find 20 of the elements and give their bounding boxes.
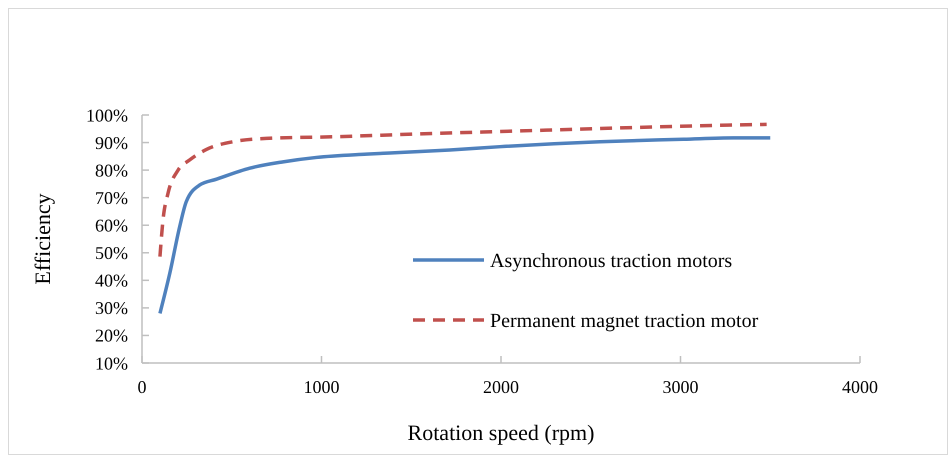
line-series bbox=[158, 136, 772, 316]
y-tick-label: 10% bbox=[95, 353, 128, 374]
x-axis-title: Rotation speed (rpm) bbox=[408, 420, 594, 445]
legend-label: Asynchronous traction motors bbox=[490, 250, 732, 272]
y-tick-label: 100% bbox=[86, 105, 128, 126]
x-tick-label: 1000 bbox=[304, 377, 340, 397]
y-tick-label: 20% bbox=[95, 326, 128, 346]
x-tick-label: 3000 bbox=[662, 377, 698, 397]
y-tick-label: 50% bbox=[95, 243, 128, 264]
legend-label: Permanent magnet traction motor bbox=[490, 310, 759, 332]
x-tick-label: 2000 bbox=[483, 377, 519, 397]
y-tick-label: 90% bbox=[95, 132, 128, 153]
x-tick-label: 4000 bbox=[842, 377, 878, 397]
y-tick-label: 60% bbox=[95, 216, 128, 236]
y-tick-label: 40% bbox=[95, 270, 128, 291]
y-axis-title: Efficiency bbox=[30, 193, 55, 285]
y-tick-label: 70% bbox=[95, 188, 128, 208]
x-tick-label: 0 bbox=[138, 377, 146, 397]
y-tick-label: 80% bbox=[95, 160, 128, 180]
y-tick-label: 30% bbox=[95, 298, 128, 318]
